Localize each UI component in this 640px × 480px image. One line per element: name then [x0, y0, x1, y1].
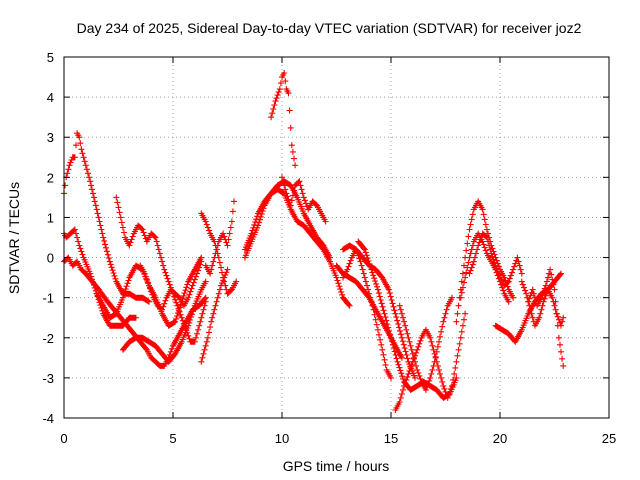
x-tick-label: 0: [60, 431, 67, 446]
x-tick-label: 15: [384, 431, 398, 446]
series-track-2: [61, 130, 152, 305]
series-track-26: [525, 266, 567, 369]
series-track-23: [466, 230, 525, 289]
series-markers: [457, 230, 512, 305]
series-markers: [241, 186, 353, 309]
data-points: [61, 70, 567, 413]
x-tick-label: 10: [275, 431, 289, 446]
series-markers: [137, 258, 205, 313]
series-markers: [518, 278, 567, 329]
series-track-9: [198, 266, 231, 365]
series-markers: [392, 310, 469, 413]
axis-ticks: 0 5 10 15 20 25 -4 -3 -2 -1 0 1 2 3 4 5: [42, 50, 616, 446]
y-tick-label: 1: [47, 210, 54, 225]
x-tick-label: 25: [602, 431, 616, 446]
series-markers: [340, 246, 394, 381]
y-tick-label: -1: [42, 291, 54, 306]
series-track-17: [340, 246, 394, 381]
y-tick-label: 5: [47, 50, 54, 65]
y-tick-label: -2: [42, 331, 54, 346]
x-tick-label: 5: [169, 431, 176, 446]
series-markers: [466, 230, 525, 289]
series-track-19: [392, 310, 469, 413]
x-axis-label: GPS time / hours: [283, 458, 390, 474]
series-track-7: [137, 258, 205, 313]
y-tick-label: 0: [47, 251, 54, 266]
series-track-12: [241, 186, 353, 309]
series-track-21: [453, 198, 517, 325]
series-track-25: [518, 278, 567, 329]
series-track-6: [119, 278, 209, 365]
series-markers: [61, 254, 209, 369]
y-tick-label: 2: [47, 170, 54, 185]
y-tick-label: -4: [42, 411, 54, 426]
series-markers: [61, 130, 152, 305]
series-markers: [202, 198, 237, 277]
y-axis-label: SDTVAR / TECUs: [6, 182, 22, 294]
series-track-13: [279, 174, 329, 225]
y-tick-label: 3: [47, 130, 54, 145]
series-track-1: [61, 254, 209, 369]
series-markers: [279, 174, 329, 225]
series-markers: [198, 266, 231, 365]
plot-frame: [63, 56, 610, 419]
chart-title: Day 234 of 2025, Sidereal Day-to-day VTE…: [77, 20, 582, 36]
y-tick-label: -3: [42, 371, 54, 386]
series-markers: [453, 198, 517, 325]
y-tick-label: 4: [47, 90, 54, 105]
series-markers: [119, 278, 209, 365]
series-track-14: [268, 70, 299, 169]
series-markers: [525, 266, 567, 369]
series-track-10: [202, 198, 237, 277]
grid-lines: [64, 57, 609, 418]
series-markers: [268, 70, 299, 169]
series-markers: [396, 294, 455, 393]
series-track-20: [396, 294, 455, 393]
x-tick-label: 20: [493, 431, 507, 446]
series-track-22: [457, 230, 512, 305]
